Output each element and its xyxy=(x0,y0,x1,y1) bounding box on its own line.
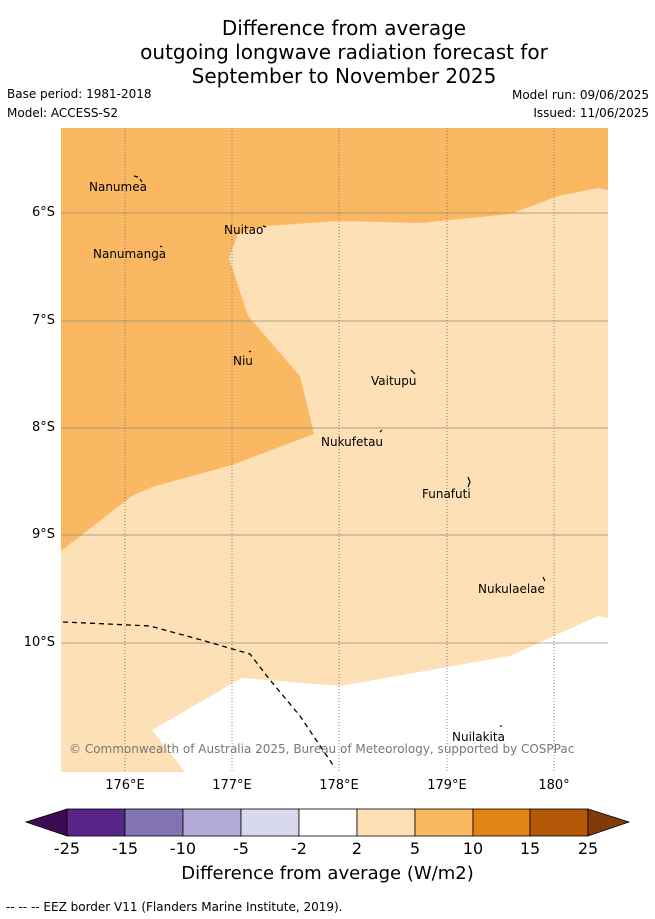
colorbar-title: Difference from average (W/m2) xyxy=(181,863,474,884)
colorbar-segment-min xyxy=(24,808,68,837)
issued-date: Issued: 11/06/2025 xyxy=(533,106,649,120)
title-line-3: September to November 2025 xyxy=(191,64,497,88)
island-label-niu: Niu xyxy=(233,354,253,368)
title-line-2: outgoing longwave radiation forecast for xyxy=(140,40,548,64)
colorbar-segment-0 xyxy=(66,808,126,837)
lat-label-7s: 7°S xyxy=(31,313,55,328)
colorbar-segment-4 xyxy=(298,808,358,837)
island-shapes xyxy=(133,175,546,727)
colorbar-segment-8 xyxy=(529,808,589,837)
colorbar-segment-2 xyxy=(182,808,242,837)
copyright-notice: © Commonwealth of Australia 2025, Bureau… xyxy=(69,742,575,756)
island-label-nukufetau: Nukufetau xyxy=(321,435,384,449)
anomaly-region-5-10 xyxy=(61,128,608,551)
colorbar-tick-label: 25 xyxy=(577,839,599,858)
colorbar-tick-label: -2 xyxy=(291,839,307,858)
colorbar-segment-3 xyxy=(240,808,300,837)
map-title: Difference from average outgoing longwav… xyxy=(0,16,655,88)
model-name: Model: ACCESS-S2 xyxy=(7,106,119,120)
eez-legend-note: -- -- -- EEZ border V11 (Flanders Marine… xyxy=(6,900,343,914)
colorbar-segment-7 xyxy=(472,808,531,837)
lon-label-179e: 179°E xyxy=(427,778,467,793)
island-label-funafuti: Funafuti xyxy=(422,487,471,501)
colorbar-tick-label: 15 xyxy=(519,839,541,858)
island-label-nuilakita: Nuilakita xyxy=(452,730,505,744)
colorbar-tick-label: -5 xyxy=(233,839,249,858)
lon-label-180: 180° xyxy=(538,778,570,793)
lon-label-177e: 177°E xyxy=(212,778,252,793)
base-period: Base period: 1981-2018 xyxy=(7,87,152,101)
eez-border xyxy=(62,621,336,769)
lon-gridlines xyxy=(124,128,555,772)
island-label-nanumea: Nanumea xyxy=(89,180,147,194)
lon-label-176e: 176°E xyxy=(105,778,145,793)
colorbar-segment-5 xyxy=(356,808,416,837)
colorbar-segment-6 xyxy=(414,808,474,837)
colorbar-tick-label: -10 xyxy=(169,839,197,858)
title-line-1: Difference from average xyxy=(221,16,467,40)
island-label-nukulaelae: Nukulaelae xyxy=(478,582,545,596)
colorbar-tick-label: -15 xyxy=(111,839,139,858)
island-label-vaitupu: Vaitupu xyxy=(371,374,417,388)
lat-label-10s: 10°S xyxy=(23,635,55,650)
lat-gridlines xyxy=(61,212,608,644)
colorbar-tick-label: 2 xyxy=(351,839,363,858)
island-label-nuitao: Nuitao xyxy=(224,223,264,237)
lat-label-9s: 9°S xyxy=(31,527,55,542)
lon-label-178e: 178°E xyxy=(319,778,359,793)
lat-label-6s: 6°S xyxy=(31,205,55,220)
model-run: Model run: 09/06/2025 xyxy=(511,88,649,102)
colorbar-tick-label: 10 xyxy=(462,839,484,858)
island-label-nanumanga: Nanumanga xyxy=(93,247,167,261)
colorbar-tick-label: -25 xyxy=(53,839,81,858)
colorbar-segment-1 xyxy=(124,808,184,837)
colorbar-tick-label: 5 xyxy=(409,839,421,858)
no-data-region xyxy=(152,616,608,772)
colorbar-segment-max xyxy=(587,808,631,837)
colorbar xyxy=(24,808,631,837)
lat-label-8s: 8°S xyxy=(31,420,55,435)
